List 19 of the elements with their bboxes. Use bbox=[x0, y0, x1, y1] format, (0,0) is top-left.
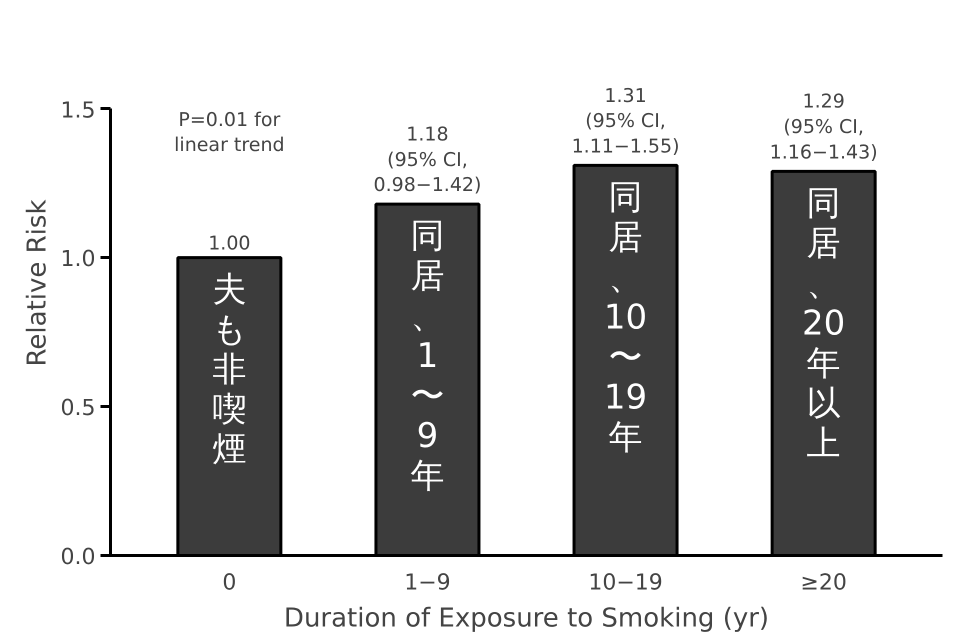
annotation: 同居、10〜19年 bbox=[604, 177, 648, 458]
data-label: 1.18 (95% CI, 0.98−1.42) bbox=[373, 123, 482, 196]
y-tick-label: 0.5 bbox=[60, 396, 96, 422]
y-tick-label: 0.0 bbox=[60, 545, 96, 570]
x-tick-label: 1−9 bbox=[404, 570, 451, 596]
x-tick-label: ≥20 bbox=[800, 570, 847, 596]
data-label: 1.29 (95% CI, 1.16−1.43) bbox=[770, 90, 878, 164]
annotation: 同居、20年以上 bbox=[802, 183, 846, 464]
x-axis-title: Duration of Exposure to Smoking (yr) bbox=[284, 604, 770, 634]
data-label: 1.00 bbox=[208, 232, 251, 255]
x-tick-label: 0 bbox=[222, 570, 236, 596]
annotation: 夫も非喫煙 bbox=[212, 270, 247, 470]
annotation: P=0.01 for linear trend bbox=[174, 108, 285, 156]
y-axis-title: Relative Risk bbox=[22, 199, 53, 367]
data-label: 1.31 (95% CI, 1.11−1.55) bbox=[572, 84, 680, 158]
x-tick-label: 10−19 bbox=[588, 570, 663, 596]
annotation: 同居、1〜9年 bbox=[410, 216, 444, 496]
y-tick-label: 1.5 bbox=[60, 98, 96, 124]
y-tick-label: 1.0 bbox=[60, 247, 96, 272]
